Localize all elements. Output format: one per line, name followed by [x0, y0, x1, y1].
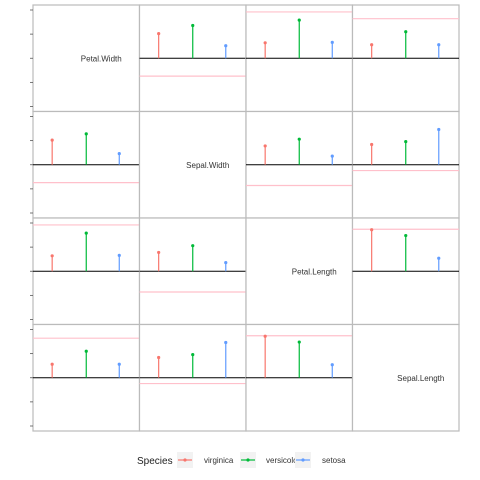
panel-r1-c1: Sepal.Width	[138, 110, 247, 219]
point-versicolor	[191, 23, 195, 28]
legend-key-setosa	[295, 452, 311, 468]
panel-border	[245, 217, 354, 326]
point-setosa	[437, 43, 441, 47]
panel-r2-c1	[138, 217, 247, 326]
panel-r1-c2	[245, 110, 354, 219]
point-virginica	[263, 144, 267, 148]
point-setosa	[437, 127, 441, 132]
legend-key-point	[246, 458, 250, 462]
point-versicolor	[84, 132, 88, 136]
point-virginica	[263, 41, 267, 45]
point-virginica	[370, 142, 374, 147]
point-setosa	[330, 154, 334, 158]
panel-r0-c0: Petal.Width	[30, 4, 141, 113]
point-versicolor	[84, 349, 88, 353]
point-versicolor	[191, 244, 195, 248]
panel-grid: Petal.Width Sepal.Width Petal.Length Sepal.…	[30, 4, 460, 432]
point-versicolor	[84, 231, 88, 235]
panel-r0-c1	[138, 4, 247, 113]
point-setosa	[117, 362, 121, 366]
point-virginica	[50, 138, 54, 142]
legend-label-virginica: virginica	[204, 456, 234, 465]
point-virginica	[157, 32, 161, 36]
point-versicolor	[404, 233, 408, 238]
legend-key-virginica	[177, 452, 193, 468]
panel-r1-c0	[30, 110, 141, 219]
point-virginica	[263, 334, 267, 338]
point-versicolor	[297, 18, 301, 22]
diagonal-label-petal-length: Petal.Length	[292, 267, 337, 276]
point-versicolor	[404, 30, 408, 34]
point-virginica	[370, 43, 374, 47]
point-setosa	[117, 253, 121, 257]
point-versicolor	[404, 139, 408, 144]
point-versicolor	[297, 137, 301, 141]
point-setosa	[437, 256, 441, 260]
point-setosa	[330, 40, 334, 44]
point-setosa	[224, 44, 228, 48]
legend-title: Species	[137, 456, 173, 467]
panel-r2-c2: Petal.Length	[245, 217, 354, 326]
point-versicolor	[191, 352, 195, 357]
point-setosa	[330, 363, 334, 367]
panel-r2-c0	[30, 217, 141, 326]
legend-key-point	[301, 458, 305, 462]
diagonal-label-sepal-length: Sepal.Length	[397, 374, 444, 383]
point-virginica	[50, 362, 54, 366]
panel-r1-c3	[351, 110, 460, 219]
panel-r3-c0	[30, 323, 141, 432]
panel-r2-c3	[351, 217, 460, 326]
panel-border	[32, 4, 141, 113]
point-virginica	[157, 250, 161, 255]
legend-key-versicolor	[240, 452, 256, 468]
point-setosa	[117, 152, 121, 156]
panel-border	[351, 323, 460, 432]
legend-label-versicolor: versicolor	[266, 456, 301, 465]
legend-key-point	[183, 458, 187, 462]
panel-r0-c2	[245, 4, 354, 113]
legend-label-setosa: setosa	[322, 456, 346, 465]
point-versicolor	[297, 340, 301, 344]
point-setosa	[224, 340, 228, 345]
point-virginica	[50, 254, 54, 258]
point-virginica	[157, 355, 161, 360]
diagonal-label-petal-width: Petal.Width	[81, 54, 122, 63]
point-virginica	[370, 228, 374, 232]
point-setosa	[224, 260, 228, 265]
panel-r0-c3	[351, 4, 460, 113]
panel-border	[138, 110, 247, 219]
legend: Species virginica versicolor setosa	[137, 452, 346, 468]
diagonal-label-sepal-width: Sepal.Width	[186, 161, 229, 170]
panel-r3-c1	[138, 323, 247, 432]
panel-r3-c3: Sepal.Length	[351, 323, 460, 432]
panel-r3-c2	[245, 323, 354, 432]
